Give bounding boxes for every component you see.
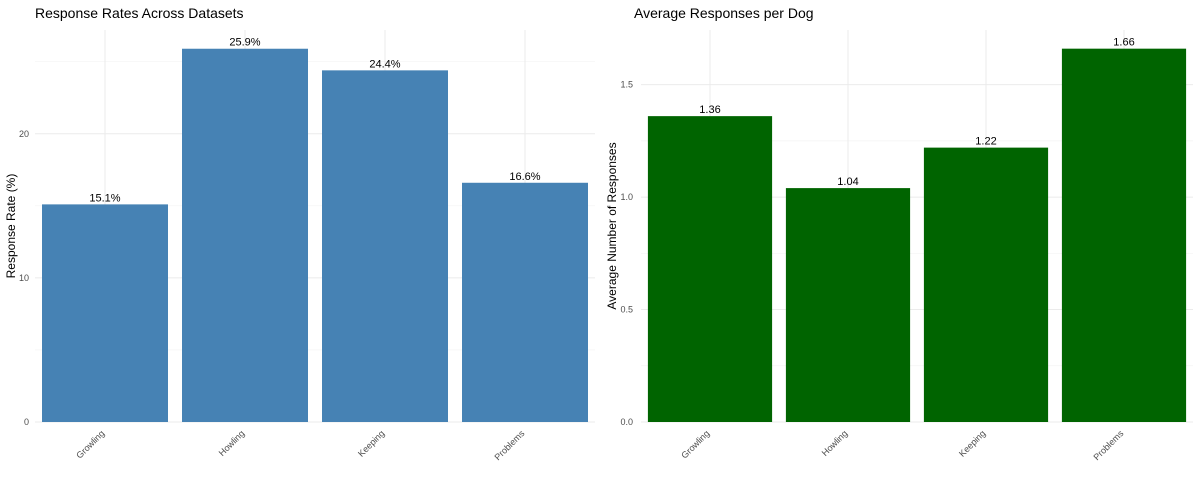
bar-howling [785,188,911,422]
bar-keeping [923,147,1049,422]
data-label: 1.66 [1113,37,1134,49]
x-tick-label: Keeping [957,428,987,458]
bar-howling [182,48,308,423]
bar-problems [462,182,588,422]
chart-panel-1: 15.1% 25.9% 24.4% 16.6% 0 10 20 Growling Howling… [4,5,595,462]
y-tick-label: 10 [19,273,29,283]
bar-growling [42,204,168,422]
y-tick-label: 1.0 [620,192,633,202]
x-tick-label: Keeping [356,428,386,458]
chart-title: Response Rates Across Datasets [35,5,244,21]
y-axis-label: Response Rate (%) [4,174,18,279]
bar-problems [1061,48,1187,423]
x-tick-label: Problems [492,428,526,462]
data-label: 1.22 [975,136,996,148]
x-tick-label: Growling [679,428,711,460]
y-tick-label: 0 [24,417,29,427]
chart-title: Average Responses per Dog [634,5,814,21]
x-tick-label: Growling [74,428,106,460]
x-tick-label: Problems [1091,428,1125,462]
data-label: 1.36 [699,104,720,116]
data-label: 15.1% [89,192,120,204]
data-label: 25.9% [229,37,260,49]
data-label: 24.4% [369,58,400,70]
y-tick-label: 1.5 [620,80,633,90]
data-label: 16.6% [509,171,540,183]
bar-keeping [322,70,448,423]
bar-growling [647,116,773,423]
data-label: 1.04 [837,176,858,188]
chart-panel-2: 1.36 1.04 1.22 1.66 0.0 0.5 1.0 1.5 Growling Howl… [605,5,1193,462]
x-tick-label: Howling [217,428,247,458]
x-tick-label: Howling [820,428,850,458]
y-axis-label: Average Number of Responses [605,142,619,309]
y-tick-label: 0.0 [620,417,633,427]
y-tick-label: 0.5 [620,305,633,315]
y-tick-label: 20 [19,129,29,139]
